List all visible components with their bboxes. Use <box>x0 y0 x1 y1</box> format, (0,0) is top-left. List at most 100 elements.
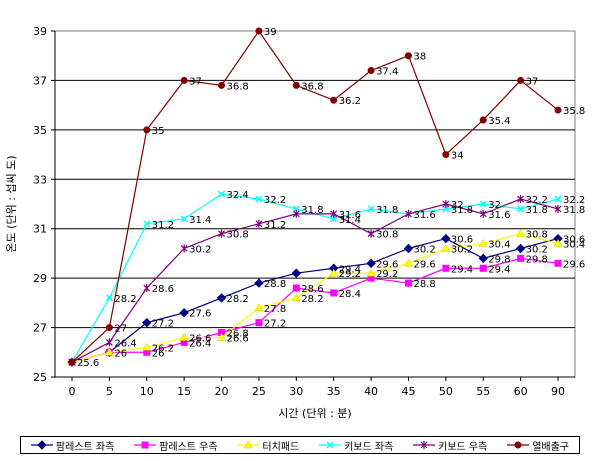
legend-label: 키보드 우측 <box>438 441 488 453</box>
y-tick-label: 37 <box>33 74 47 87</box>
data-label: 28.6 <box>152 284 174 295</box>
axes: 25 27 29 31 33 35 37 39 0 5 10 15 20 25 30 35 40 45 50 55 60… <box>33 25 575 398</box>
data-label: 36.8 <box>227 81 249 92</box>
data-label: 30.8 <box>376 230 398 241</box>
data-point <box>517 205 525 213</box>
grid-lines <box>55 79 575 329</box>
data-label: 28.4 <box>339 289 361 300</box>
data-point <box>442 151 450 159</box>
data-label: 27 <box>114 324 127 335</box>
data-point <box>367 229 375 238</box>
x-tick-label: 30 <box>289 385 303 398</box>
data-label: 37.4 <box>376 67 398 78</box>
data-point <box>330 215 338 223</box>
data-point <box>329 268 339 277</box>
data-label: 26.6 <box>227 333 249 344</box>
series-line <box>71 198 559 363</box>
data-point <box>403 243 414 254</box>
y-tick-label: 39 <box>33 25 47 38</box>
series-6 <box>68 27 562 366</box>
legend: 팜레스트 좌측 팜레스트 우측 터치패드 키보드 좌측 키보드 우측 열배출구 <box>20 436 580 454</box>
data-point <box>105 324 113 332</box>
data-point <box>516 229 526 237</box>
data-label: 31.8 <box>563 205 585 216</box>
series-5 <box>68 195 562 367</box>
data-point <box>255 219 263 228</box>
data-label: 30.2 <box>451 244 473 255</box>
data-point <box>37 440 47 450</box>
legend-swatch <box>30 440 53 450</box>
x-tick-label: 5 <box>106 385 113 398</box>
x-tick-label: 10 <box>140 385 154 398</box>
data-label: 26.4 <box>189 338 211 349</box>
data-point <box>441 233 451 244</box>
data-point <box>442 264 450 272</box>
legend-swatch <box>507 441 530 449</box>
y-tick-label: 33 <box>33 173 47 186</box>
data-point <box>179 332 189 341</box>
data-label: 36.8 <box>301 81 323 92</box>
data-point <box>216 293 227 303</box>
data-label: 32.2 <box>563 195 585 206</box>
data-label: 38 <box>413 52 426 63</box>
data-point <box>330 209 338 218</box>
data-point <box>243 440 253 449</box>
data-point <box>478 253 488 264</box>
data-point <box>517 76 525 84</box>
data-point <box>404 279 412 287</box>
data-label: 25.6 <box>77 358 99 369</box>
data-point <box>404 52 412 60</box>
data-point <box>180 76 188 84</box>
x-tick-label: 50 <box>439 385 453 398</box>
data-label: 28.2 <box>301 294 323 305</box>
legend-label: 열배출구 <box>532 441 569 453</box>
data-label: 27.8 <box>264 304 286 315</box>
data-label: 29.6 <box>376 259 398 270</box>
data-point <box>326 441 334 449</box>
y-tick-label: 35 <box>33 124 47 137</box>
data-label: 29.2 <box>339 269 361 280</box>
data-point <box>142 317 152 328</box>
data-point <box>442 205 450 213</box>
legend-swatch <box>134 441 157 449</box>
data-point <box>142 342 152 351</box>
legend-swatch <box>237 440 260 449</box>
data-label: 29.6 <box>413 259 435 270</box>
data-label: 37 <box>189 76 202 87</box>
data-point <box>217 332 226 341</box>
data-point <box>292 284 300 292</box>
data-label: 32.2 <box>526 195 548 206</box>
data-label: 27.6 <box>189 309 211 320</box>
data-label: 28.8 <box>413 279 435 290</box>
data-label: 29.8 <box>526 254 548 265</box>
data-label: 27.2 <box>152 319 174 330</box>
series-line <box>71 29 559 363</box>
data-label: 31.4 <box>189 215 211 226</box>
data-label: 37 <box>526 76 539 87</box>
data-point <box>420 441 428 449</box>
data-label: 26.4 <box>114 338 136 349</box>
data-point <box>514 441 522 449</box>
x-tick-label: 25 <box>252 385 266 398</box>
y-tick-label: 31 <box>33 223 47 236</box>
data-label: 35.8 <box>563 106 585 117</box>
data-label: 31.8 <box>451 205 473 216</box>
data-point <box>479 200 487 208</box>
data-point <box>291 268 302 278</box>
series-group <box>67 27 563 367</box>
legend-item: 터치패드 <box>237 438 299 453</box>
data-point <box>68 358 76 366</box>
data-label: 31.4 <box>339 215 361 226</box>
data-point <box>254 303 264 312</box>
data-labels: 25.627.227.628.228.829.4 29.630.230.629.8… <box>77 27 585 369</box>
data-point <box>255 27 263 35</box>
data-point <box>517 195 525 204</box>
data-point <box>104 347 114 356</box>
data-label: 31.2 <box>264 220 286 231</box>
data-label: 32.4 <box>227 190 249 201</box>
data-point <box>255 195 263 203</box>
data-label: 30.4 <box>563 240 585 251</box>
data-point <box>179 308 189 318</box>
data-point <box>554 195 562 203</box>
